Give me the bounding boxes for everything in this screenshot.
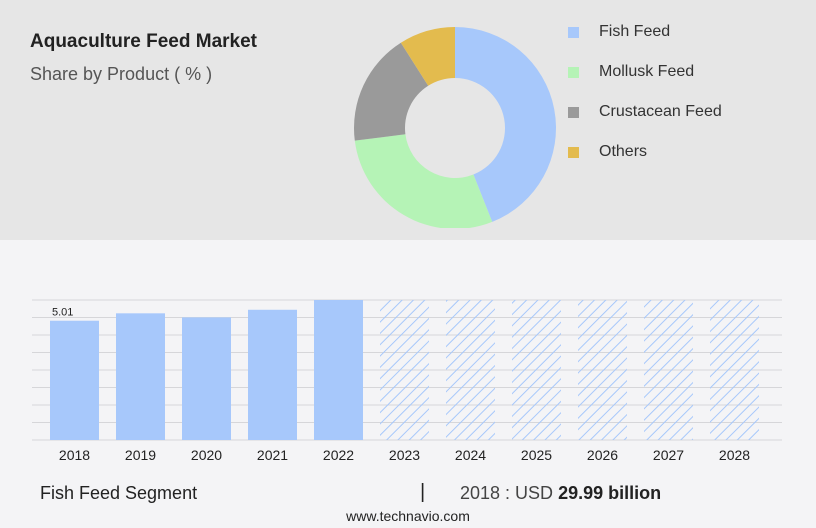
forecast-bar-2025: [512, 300, 561, 440]
legend-label-mollusk-feed: Mollusk Feed: [599, 63, 695, 80]
x-tick-2027: 2027: [653, 447, 684, 463]
footer-value-prefix: 2018 : USD: [460, 483, 554, 503]
legend-label-fish-feed: Fish Feed: [599, 23, 671, 40]
forecast-bar-2023: [380, 300, 429, 440]
bar-2019: [116, 313, 165, 440]
donut-slice-mollusk-feed: [354, 134, 493, 229]
legend-swatch-others: [568, 146, 579, 158]
x-tick-2028: 2028: [719, 447, 750, 463]
legend-label-crustacean-feed: Crustacean Feed: [599, 103, 722, 120]
bar-2022: [314, 300, 363, 440]
legend-item-mollusk-feed: Mollusk Feed: [568, 52, 722, 92]
bar-2021: [248, 309, 297, 440]
chart-title: Aquaculture Feed Market: [30, 31, 257, 52]
footer-value-amount: 29.99 billion: [558, 483, 662, 503]
forecast-bar-2028: [710, 300, 759, 440]
x-tick-2018: 2018: [59, 447, 90, 463]
source-url: www.technavio.com: [346, 508, 470, 524]
donut-slice-fish-feed: [455, 27, 557, 222]
legend-item-fish-feed: Fish Feed: [568, 12, 722, 52]
forecast-bar-2024: [446, 300, 495, 440]
forecast-bar-2027: [644, 300, 693, 440]
bar-2020: [182, 317, 231, 440]
legend-swatch-fish-feed: [568, 26, 579, 38]
donut-clip-mask: [340, 228, 580, 240]
bar-2018: [50, 320, 99, 440]
donut-slice-others: [400, 27, 455, 86]
chart-subtitle: Share by Product ( % ): [30, 64, 213, 84]
donut-slice-crustacean-feed: [354, 42, 429, 141]
data-label-2018: 5.01: [52, 307, 73, 319]
legend-swatch-mollusk-feed: [568, 66, 579, 78]
footer-value: 2018 : USD 29.99 billion: [460, 483, 661, 504]
x-tick-2024: 2024: [455, 447, 486, 463]
x-tick-2020: 2020: [191, 447, 222, 463]
x-tick-2021: 2021: [257, 447, 288, 463]
x-tick-2026: 2026: [587, 447, 618, 463]
forecast-bar-2026: [578, 300, 627, 440]
legend-item-crustacean-feed: Crustacean Feed: [568, 92, 722, 132]
x-tick-2023: 2023: [389, 447, 420, 463]
legend: Fish Feed Mollusk Feed Crustacean Feed O…: [568, 12, 722, 172]
footer-segment-name: Fish Feed Segment: [40, 483, 198, 503]
x-tick-2019: 2019: [125, 447, 156, 463]
legend-swatch-crustacean-feed: [568, 106, 579, 118]
legend-item-others: Others: [568, 132, 722, 172]
legend-label-others: Others: [599, 143, 648, 160]
x-tick-2022: 2022: [323, 447, 354, 463]
x-tick-2025: 2025: [521, 447, 552, 463]
footer-separator: |: [420, 481, 426, 503]
